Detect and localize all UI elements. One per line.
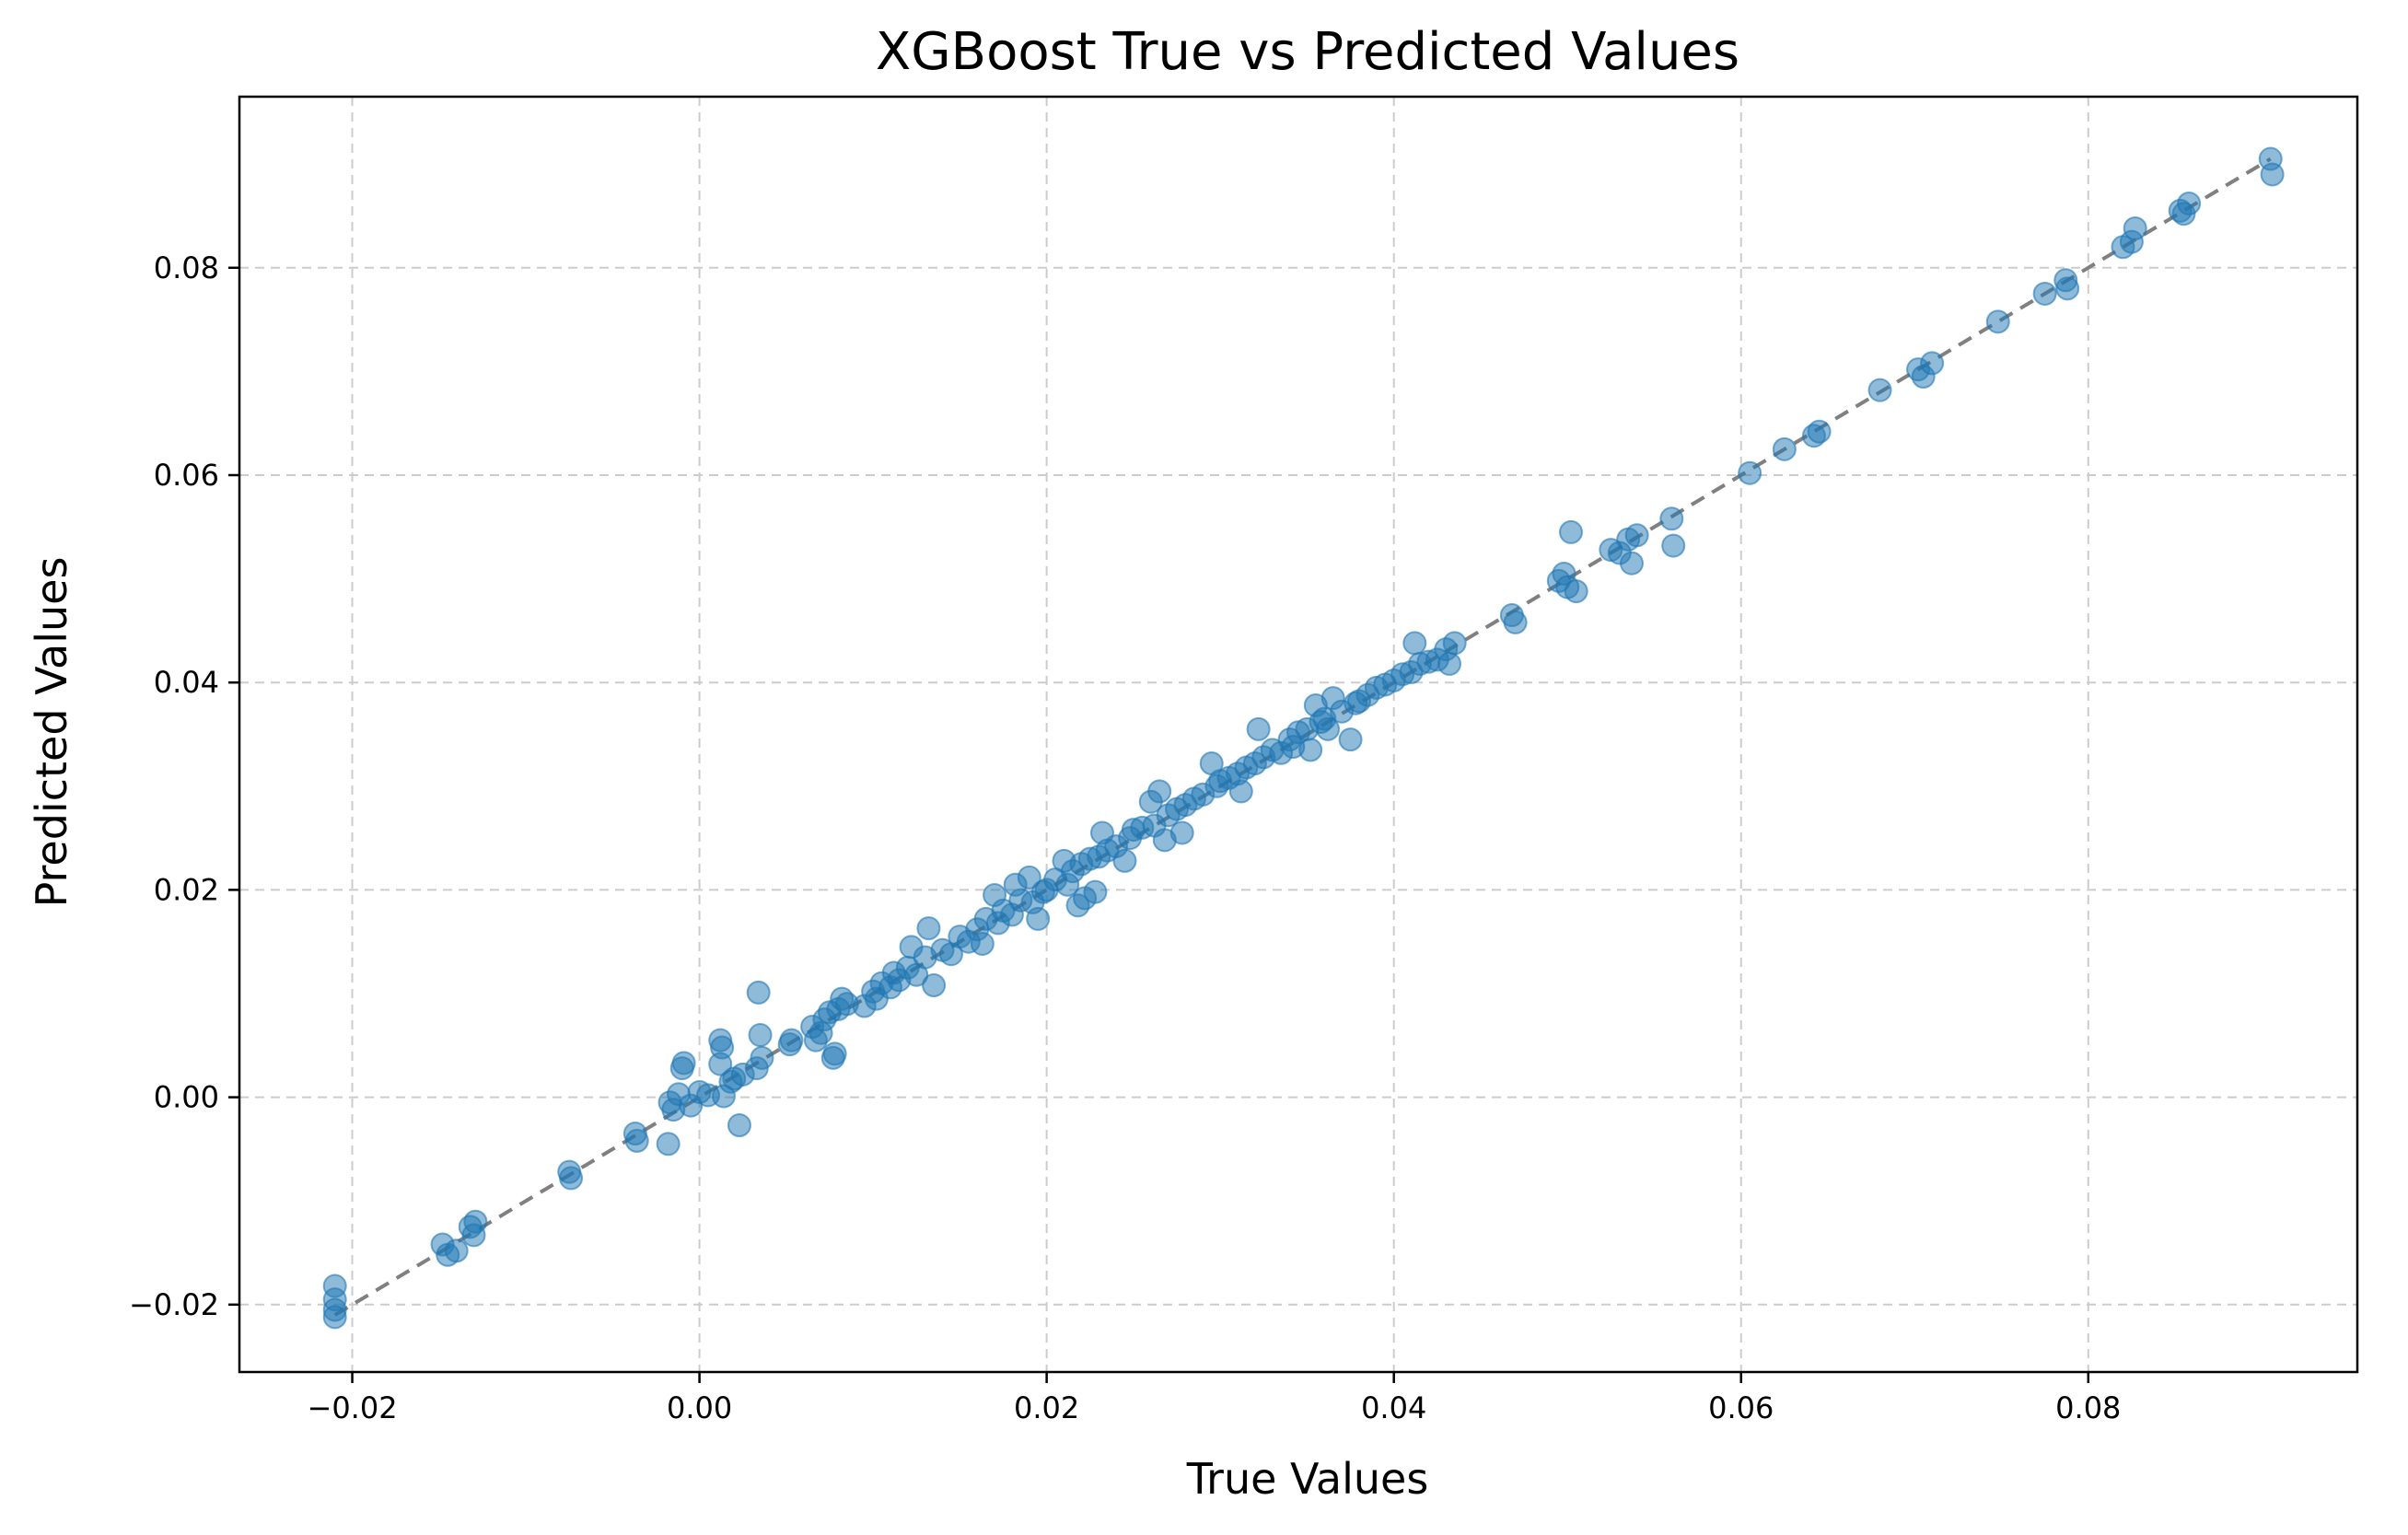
data-point [1228,779,1253,804]
data-point [1402,631,1427,656]
x-tick-label: 0.02 [1014,1390,1079,1425]
data-point [1147,779,1172,804]
data-point [748,1023,773,1048]
data-point [1338,727,1363,752]
data-point [2055,276,2080,301]
plot-frame [238,95,2359,1374]
data-point [2032,281,2057,306]
data-points [322,146,2285,1330]
data-point [1659,506,1684,531]
data-point [1619,551,1644,576]
data-point [1985,309,2010,334]
data-point [322,1305,347,1330]
data-point [1316,716,1341,741]
data-point [671,1051,696,1076]
data-point [624,1128,649,1153]
data-point [1112,848,1137,873]
data-point [2123,216,2147,241]
data-point [822,1041,847,1066]
data-point [746,980,771,1005]
data-point [1017,865,1041,890]
data-point [1083,879,1108,904]
grid [239,97,2357,1372]
data-point [1558,519,1583,544]
data-point [444,1238,469,1263]
data-point [779,1028,804,1052]
data-point [2177,191,2202,215]
data-point [1298,738,1323,762]
data-point [1807,419,1832,444]
x-tick-label: 0.08 [2055,1390,2121,1425]
x-tick-label: −0.02 [308,1390,398,1425]
data-point [1624,523,1649,548]
data-point [656,1132,681,1157]
data-point [559,1166,584,1191]
data-point [922,972,947,997]
x-axis-label: True Values [1186,1454,1429,1504]
chart-title: XGBoost True vs Predicted Values [876,22,1739,82]
x-tick-label: 0.00 [667,1390,732,1425]
data-point [2260,162,2285,187]
data-point [1442,631,1467,656]
data-point [463,1209,488,1234]
x-tick-label: 0.04 [1361,1390,1426,1425]
data-point [710,1035,735,1060]
data-point [916,916,941,941]
data-point [1564,579,1588,604]
axes: −0.02 0.00 0.02 0.04 0.06 0.08 −0.02 0.00 0.02 0.… [129,95,2359,1425]
y-tick-label: −0.02 [129,1287,219,1322]
data-point [1503,610,1528,634]
data-point [1867,378,1892,402]
x-tick-label: 0.06 [1708,1390,1774,1425]
data-point [1246,716,1271,741]
data-point [727,1113,751,1138]
data-point [750,1045,774,1070]
y-tick-label: 0.08 [154,250,219,285]
data-point [1169,820,1194,845]
data-point [1026,906,1051,931]
y-tick-label: 0.02 [154,872,219,907]
y-tick-label: 0.06 [154,458,219,493]
data-point [1738,460,1762,485]
data-point [970,931,995,956]
data-point [1661,533,1686,558]
y-tick-label: 0.00 [154,1080,219,1115]
data-point [1920,351,1945,376]
data-point [1437,651,1462,676]
y-tick-label: 0.04 [154,665,219,700]
data-point [1772,436,1797,461]
y-axis-label: Predicted Values [27,557,76,908]
